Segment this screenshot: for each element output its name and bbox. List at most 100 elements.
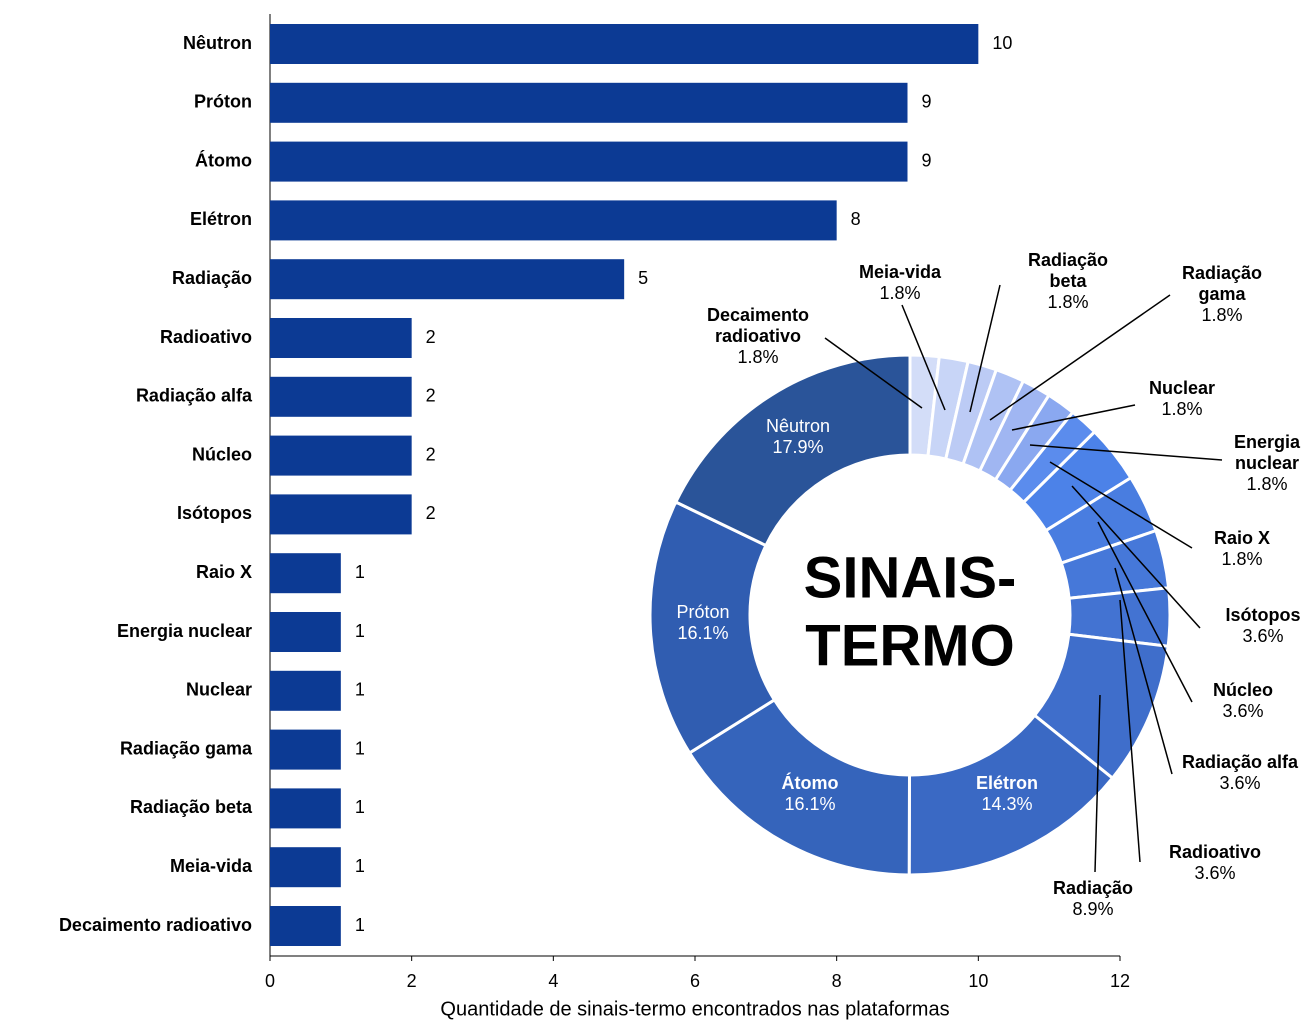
data-label: 2: [426, 327, 436, 347]
bar: [270, 847, 341, 888]
slice-value: 17.9%: [772, 437, 824, 457]
leader-line: [1119, 599, 1141, 863]
bar: [270, 788, 341, 829]
slice-value: 1.8%: [737, 347, 779, 367]
slice-label: Meia-vida 1.8%: [840, 262, 960, 304]
slice-name: Radiação alfa: [1181, 752, 1299, 772]
bar: [270, 435, 412, 476]
slice-label: Radiação beta 1.8%: [1028, 250, 1108, 313]
leader-line: [1049, 461, 1193, 549]
bar: [270, 612, 341, 652]
slice-name: Átomo: [781, 773, 839, 793]
slice-label: Nuclear 1.8%: [1132, 378, 1232, 420]
slice-label: Energia nuclear 1.8%: [1227, 432, 1307, 495]
slice-name: Isótopos: [1225, 605, 1301, 625]
data-label: 9: [922, 150, 932, 170]
data-label: 1: [355, 738, 365, 758]
data-label: 1: [355, 562, 365, 582]
slice-value: 3.6%: [1222, 701, 1264, 721]
leader-line: [901, 304, 946, 411]
slice-value: 1.8%: [1047, 292, 1089, 312]
data-label: 5: [638, 268, 648, 288]
slice-value: 1.8%: [1201, 305, 1243, 325]
slice-name: Radiação gama: [1182, 263, 1263, 304]
center-text: SINAIS-: [804, 545, 1017, 610]
slice-label: Radioativo 3.6%: [1155, 842, 1275, 884]
slice-name: Energia nuclear: [1233, 432, 1301, 473]
bar: [270, 906, 341, 946]
slice-label: Núcleo 3.6%: [1193, 680, 1293, 722]
y-tick-label: Isótopos: [177, 503, 252, 523]
data-label: 1: [355, 621, 365, 641]
slice-label: Decaimento radioativo 1.8%: [678, 305, 838, 368]
bar: [270, 318, 412, 358]
y-tick-label: Nuclear: [186, 680, 252, 700]
slice-label: Raio X 1.8%: [1202, 528, 1282, 570]
slice-name: Radiação beta: [1028, 250, 1109, 291]
data-label: 1: [355, 797, 365, 817]
bar: [270, 24, 979, 64]
leader-line: [1029, 444, 1223, 461]
bar: [270, 729, 341, 770]
slice-label: Átomo 16.1%: [760, 773, 860, 815]
y-tick-label: Elétron: [190, 209, 252, 229]
slice-name: Nêutron: [765, 416, 831, 436]
x-tick-label: 8: [832, 971, 842, 991]
leader-line: [1011, 404, 1136, 431]
slice-name: Radiação: [1052, 878, 1134, 898]
data-label: 2: [426, 386, 436, 406]
bar: [270, 494, 412, 535]
slice-label: Radiação 8.9%: [1043, 878, 1143, 920]
y-tick-label: Meia-vida: [170, 856, 253, 876]
y-tick-label: Nêutron: [183, 33, 252, 53]
data-label: 1: [355, 856, 365, 876]
y-tick-label: Energia nuclear: [117, 621, 252, 641]
y-tick-label: Próton: [194, 92, 252, 112]
x-tick-label: 12: [1110, 971, 1130, 991]
slice-value: 3.6%: [1219, 773, 1261, 793]
slice-name: Meia-vida: [858, 262, 942, 282]
y-tick-label: Radiação alfa: [136, 386, 253, 406]
data-label: 1: [355, 680, 365, 700]
y-tick-label: Radiação beta: [130, 797, 253, 817]
slice-name: Núcleo: [1212, 680, 1273, 700]
slice-value: 1.8%: [1161, 399, 1203, 419]
leader-line: [1094, 694, 1101, 873]
data-label: 9: [922, 92, 932, 112]
leader-line: [1114, 567, 1173, 775]
bar: [270, 553, 341, 594]
y-tick-label: Decaimento radioativo: [59, 915, 252, 935]
slice-value: 1.8%: [1221, 549, 1263, 569]
slice-name: Radioativo: [1168, 842, 1261, 862]
slice-name: Elétron: [975, 773, 1038, 793]
y-tick-label: Radioativo: [160, 327, 252, 347]
x-tick-label: 10: [968, 971, 988, 991]
slice-label: Nêutron 17.9%: [748, 416, 848, 458]
slice-value: 14.3%: [981, 794, 1033, 814]
slice-label: Isótopos 3.6%: [1213, 605, 1313, 647]
leader-line: [969, 284, 1001, 413]
slice-label: Radiação alfa 3.6%: [1165, 752, 1313, 794]
data-label: 2: [426, 503, 436, 523]
y-tick-label: Núcleo: [192, 444, 252, 464]
leader-line: [824, 337, 923, 409]
bar: [270, 259, 625, 300]
y-tick-label: Átomo: [195, 149, 252, 170]
slice-value: 3.6%: [1194, 863, 1236, 883]
leader-line: [1071, 485, 1201, 629]
x-tick-label: 0: [265, 971, 275, 991]
y-tick-label: Raio X: [196, 562, 252, 582]
slice-label: Elétron 14.3%: [957, 773, 1057, 815]
data-label: 1: [355, 915, 365, 935]
slice-name: Decaimento radioativo: [706, 305, 810, 346]
x-axis-title: Quantidade de sinais-termo encontrados n…: [440, 998, 949, 1020]
slice-name: Próton: [676, 602, 730, 622]
bar: [270, 141, 908, 182]
leader-line: [1097, 521, 1193, 703]
data-label: 2: [426, 444, 436, 464]
slice-label: Próton 16.1%: [653, 602, 753, 644]
slice-label: Radiação gama 1.8%: [1182, 263, 1262, 326]
center-text: TERMO: [805, 613, 1014, 678]
